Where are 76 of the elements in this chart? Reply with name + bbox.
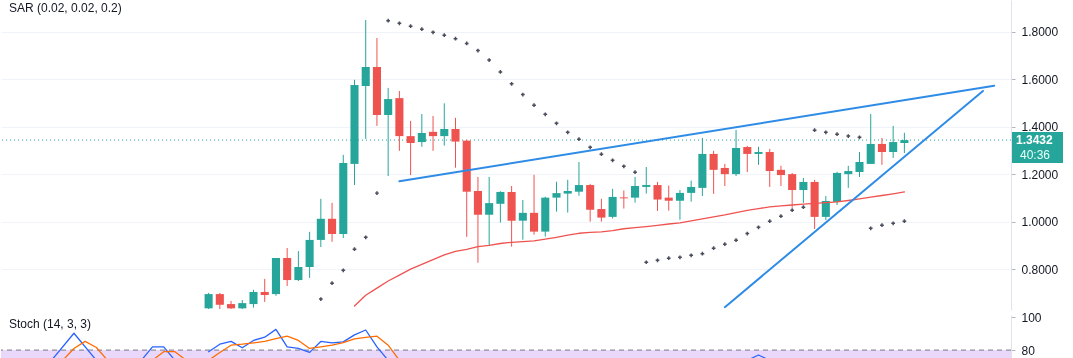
candlestick xyxy=(709,150,718,195)
candlestick xyxy=(687,180,696,203)
point xyxy=(633,170,637,175)
y-tick-label: 1.2000 xyxy=(1021,167,1059,182)
candlestick xyxy=(530,174,539,236)
point xyxy=(722,242,727,247)
candlestick xyxy=(260,278,269,303)
candlestick xyxy=(754,146,763,166)
point xyxy=(734,238,738,243)
y-tick-label: 80 xyxy=(1021,343,1036,358)
point xyxy=(621,164,626,169)
candlestick xyxy=(844,165,853,189)
candlestick xyxy=(485,176,494,247)
point xyxy=(375,191,379,195)
candlestick xyxy=(597,198,606,223)
point xyxy=(689,253,694,258)
chart-title: Stoch (14, 3, 3) xyxy=(9,317,92,332)
candlestick xyxy=(821,195,830,221)
candlestick xyxy=(675,189,684,221)
candlestick xyxy=(294,250,303,282)
candlestick xyxy=(563,179,572,214)
point xyxy=(790,208,795,213)
candlestick xyxy=(776,165,785,187)
point xyxy=(330,281,334,286)
candlestick xyxy=(316,198,325,248)
point xyxy=(487,58,492,62)
point xyxy=(678,255,682,260)
point xyxy=(880,223,884,228)
candlestick xyxy=(664,185,673,212)
chart-title: SAR (0.02, 0.02, 0.2) xyxy=(9,1,122,15)
candlestick xyxy=(283,247,292,287)
point xyxy=(666,256,671,261)
point xyxy=(419,27,424,32)
y-tick-label: 1.8000 xyxy=(1021,25,1059,40)
candlestick xyxy=(328,202,337,243)
point xyxy=(386,18,391,23)
y-tick-label: 100 xyxy=(1021,310,1042,325)
point xyxy=(779,214,783,219)
point xyxy=(835,132,839,137)
point xyxy=(442,33,447,38)
candlestick xyxy=(631,176,640,204)
candlestick xyxy=(451,117,460,169)
candlestick xyxy=(619,190,628,210)
candlestick xyxy=(653,181,662,212)
ref-line-label: 1.3432 xyxy=(1016,133,1054,148)
candlestick xyxy=(743,145,752,173)
candlestick xyxy=(406,120,415,176)
y-tick-label: 0.8000 xyxy=(1021,262,1059,277)
point xyxy=(318,297,323,301)
candlestick xyxy=(877,137,886,166)
point xyxy=(823,130,828,135)
candlestick xyxy=(855,151,864,178)
candlestick xyxy=(429,115,438,152)
candlestick xyxy=(496,190,505,224)
candlestick xyxy=(642,166,651,195)
candlestick xyxy=(361,19,370,140)
point xyxy=(577,137,581,142)
y-tick-label: 1.0000 xyxy=(1021,215,1059,230)
candlestick xyxy=(720,163,729,187)
candlestick xyxy=(227,300,236,310)
point xyxy=(588,145,593,150)
candlestick xyxy=(765,148,774,188)
candlestick xyxy=(518,199,527,241)
point xyxy=(532,103,536,108)
point xyxy=(891,221,896,226)
point xyxy=(431,30,435,35)
y-tick-label: 1.4000 xyxy=(1021,120,1059,135)
point xyxy=(846,134,851,138)
candlestick xyxy=(799,177,808,204)
point xyxy=(767,219,772,224)
candlestick xyxy=(866,113,875,165)
candlestick xyxy=(608,188,617,220)
y-tick-label: 1.6000 xyxy=(1021,72,1059,87)
text: 40:36 xyxy=(1020,148,1051,163)
candlestick xyxy=(552,181,561,213)
candlestick xyxy=(574,161,583,197)
